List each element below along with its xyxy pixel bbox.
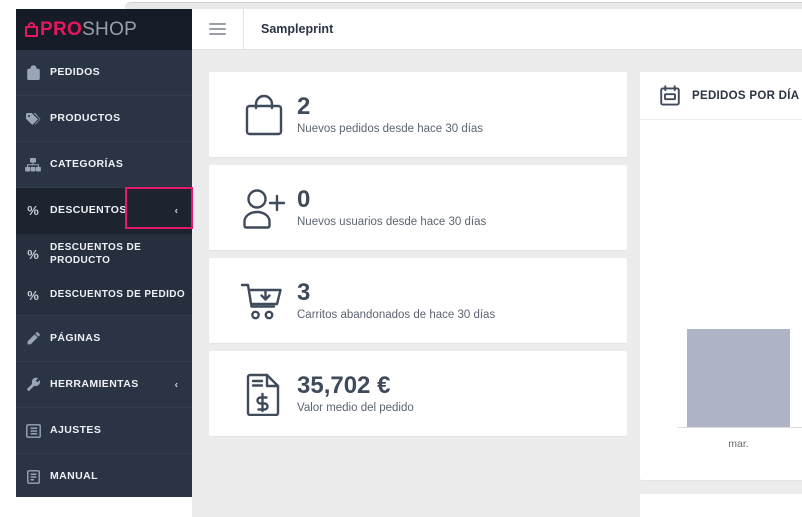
shopping-bag-icon: [25, 22, 38, 37]
stat-label: Carritos abandonados de hace 30 días: [297, 308, 496, 321]
stat-value: 35,702 €: [297, 372, 391, 400]
chart-x-tick-label: mar.: [728, 438, 749, 450]
sidebar-subitem-label: DESCUENTOS DE PEDIDO: [50, 288, 186, 300]
sidebar-item-label: PÁGINAS: [50, 331, 101, 344]
browser-tab-edge: [125, 2, 802, 9]
sidebar-item-paginas[interactable]: PÁGINAS: [16, 316, 192, 362]
sidebar-item-label: DESCUENTOS: [50, 203, 127, 216]
stat-label: Nuevos usuarios desde hace 30 días: [297, 215, 487, 228]
main-content: 2 Nuevos pedidos desde hace 30 días 0 Nu…: [192, 50, 802, 517]
sidebar-item-label: CATEGORÍAS: [50, 157, 124, 170]
chevron-left-icon[interactable]: ‹: [174, 205, 178, 216]
secondary-panel-partial: [640, 494, 802, 517]
sidebar-item-label: PEDIDOS: [50, 65, 101, 78]
stats-column: 2 Nuevos pedidos desde hace 30 días 0 Nu…: [209, 72, 627, 444]
sidebar-item-label: HERRAMIENTAS: [50, 377, 139, 390]
list-box-icon: [16, 423, 50, 438]
page-title: Sampleprint: [261, 22, 334, 36]
wrench-icon: [16, 377, 50, 392]
stat-value: 3: [297, 279, 311, 307]
cart-down-icon: [231, 280, 297, 322]
sidebar-item-productos[interactable]: PRODUCTOS: [16, 96, 192, 142]
stat-card-carritos-abandonados[interactable]: 3 Carritos abandonados de hace 30 días: [209, 258, 627, 343]
sidebar-subitem-label: DESCUENTOS DE PRODUCTO: [50, 242, 142, 266]
pencil-icon: [16, 331, 50, 346]
browser-chrome-strip: [0, 0, 802, 9]
sidebar-item-label: MANUAL: [50, 469, 98, 482]
sidebar-item-label: AJUSTES: [50, 423, 102, 436]
book-icon: [16, 469, 50, 484]
shopping-bag-icon: [231, 93, 297, 137]
stat-card-nuevos-pedidos[interactable]: 2 Nuevos pedidos desde hace 30 días: [209, 72, 627, 157]
sidebar-item-herramientas[interactable]: HERRAMIENTAS ‹: [16, 362, 192, 408]
stat-value: 0: [297, 186, 311, 214]
sidebar: PRO SHOP PEDIDOS PRODUCTOS: [16, 9, 192, 497]
stat-label: Valor medio del pedido: [297, 401, 414, 414]
chart-plot-area: mar.: [640, 120, 802, 480]
chart-x-axis: [678, 427, 802, 428]
topbar: Sampleprint: [192, 8, 802, 50]
sidebar-item-manual[interactable]: MANUAL: [16, 454, 192, 497]
sidebar-subitem-descuentos-de-pedido[interactable]: % DESCUENTOS DE PEDIDO: [16, 275, 192, 315]
brand-logo[interactable]: PRO SHOP: [16, 9, 192, 50]
brand-name-accent: PRO: [40, 18, 83, 40]
sidebar-submenu-descuentos: % DESCUENTOS DE PRODUCTO % DESCUENTOS DE…: [16, 234, 192, 316]
sidebar-subitem-descuentos-de-producto[interactable]: % DESCUENTOS DE PRODUCTO: [16, 234, 192, 275]
submenu-divider: [16, 315, 192, 316]
chart-plot: [640, 136, 802, 428]
stat-value: 2: [297, 93, 311, 121]
hamburger-menu-icon[interactable]: [192, 8, 244, 50]
calendar-icon: [660, 85, 680, 106]
chevron-left-icon[interactable]: ‹: [174, 379, 178, 390]
shopping-bag-icon: [16, 65, 50, 80]
chart-panel-pedidos-por-dia: PEDIDOS POR DÍA D mar.: [640, 72, 802, 480]
sidebar-item-categorias[interactable]: CATEGORÍAS: [16, 142, 192, 188]
user-plus-icon: [231, 187, 297, 229]
sidebar-item-pedidos[interactable]: PEDIDOS: [16, 50, 192, 96]
chart-panel-header: PEDIDOS POR DÍA D: [640, 72, 802, 120]
percent-icon: %: [27, 287, 39, 303]
app-viewport: PRO SHOP PEDIDOS PRODUCTOS: [0, 8, 802, 517]
chart-panel-title: PEDIDOS POR DÍA D: [692, 89, 802, 102]
brand-name-rest: SHOP: [82, 18, 138, 40]
stat-card-nuevos-usuarios[interactable]: 0 Nuevos usuarios desde hace 30 días: [209, 165, 627, 250]
sidebar-item-ajustes[interactable]: AJUSTES: [16, 408, 192, 454]
percent-icon: %: [27, 203, 39, 218]
tag-icon: [16, 112, 50, 126]
stat-card-valor-medio-pedido[interactable]: 35,702 € Valor medio del pedido: [209, 351, 627, 436]
chart-bar[interactable]: [687, 329, 790, 427]
percent-icon: %: [27, 247, 39, 262]
stat-label: Nuevos pedidos desde hace 30 días: [297, 122, 484, 135]
sidebar-item-label: PRODUCTOS: [50, 111, 121, 124]
sitemap-icon: [16, 157, 50, 172]
invoice-icon: [231, 372, 297, 416]
sidebar-item-descuentos[interactable]: % DESCUENTOS ‹: [16, 188, 192, 234]
